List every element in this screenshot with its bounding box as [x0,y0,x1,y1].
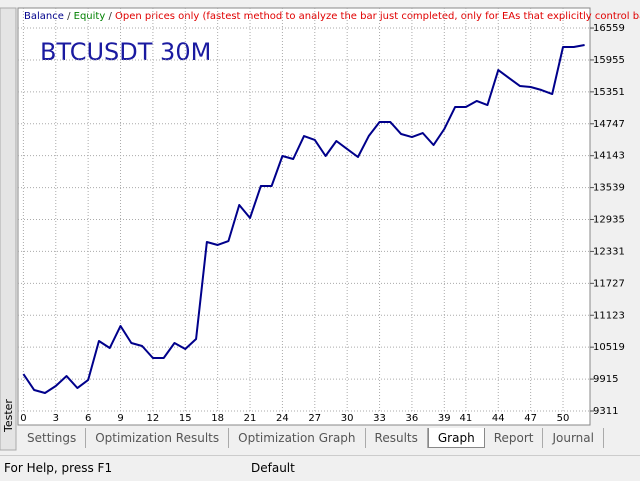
x-tick-label: 39 [438,413,451,424]
status-help: For Help, press F1 [4,461,113,475]
y-tick-label: 10519 [593,342,625,353]
y-tick-label: 11727 [593,278,625,289]
y-tick-label: 13539 [593,183,625,194]
x-tick-label: 24 [276,413,289,424]
tab-bar: Settings Optimization Results Optimization… [18,428,604,448]
side-strip [0,7,17,451]
y-tick-label: 15955 [593,55,625,66]
x-tick-label: 12 [147,413,160,424]
y-tick-label: 14143 [593,151,625,162]
tab[interactable]: Optimization Results [86,428,230,448]
x-tick-label: 44 [492,413,505,424]
separator: / [67,11,71,22]
x-tick-label: 30 [341,413,354,424]
status-bar: For Help, press F1 Default [0,455,640,481]
plot-area [17,7,591,426]
x-tick-label: 3 [53,413,59,424]
y-tick-label: 11123 [593,310,625,321]
status-profile: Default [251,461,295,475]
y-tick-label: 14747 [593,119,625,130]
tab[interactable]: Optimization Graph [229,428,366,448]
x-tick-label: 18 [211,413,224,424]
subtitle: Open prices only (fastest method to anal… [115,11,640,22]
tab[interactable]: Graph [427,428,485,448]
chart: Tester Balance / Equity / Open prices on… [0,7,640,451]
tab[interactable]: Journal [543,428,604,448]
x-tick-label: 50 [557,413,570,424]
tab[interactable]: Results [366,428,428,448]
x-tick-label: 15 [179,413,192,424]
y-tick-label: 15351 [593,87,625,98]
x-tick-label: 6 [85,413,91,424]
y-tick-label: 12935 [593,215,625,226]
side-tab[interactable]: Tester [2,399,15,433]
legend-equity: Equity [74,11,106,22]
x-tick-label: 41 [460,413,473,424]
tab[interactable]: Report [485,428,544,448]
x-tick-label: 33 [373,413,386,424]
tab[interactable]: Settings [18,428,87,448]
header: Balance / Equity / Open prices only (fas… [24,11,640,22]
y-tick-label: 9915 [593,374,618,385]
y-tick-label: 16559 [593,23,625,34]
balance-line [22,44,585,394]
separator: / [108,11,112,22]
legend-balance: Balance [24,11,64,22]
chart-title: BTCUSDT 30M [40,38,211,66]
x-tick-label: 9 [117,413,123,424]
x-tick-label: 36 [406,413,419,424]
y-tick-label: 12331 [593,246,625,257]
x-tick-label: 0 [20,413,26,424]
y-tick-label: 9311 [593,406,618,417]
x-tick-label: 27 [308,413,321,424]
x-tick-label: 47 [524,413,537,424]
x-tick-label: 21 [244,413,257,424]
